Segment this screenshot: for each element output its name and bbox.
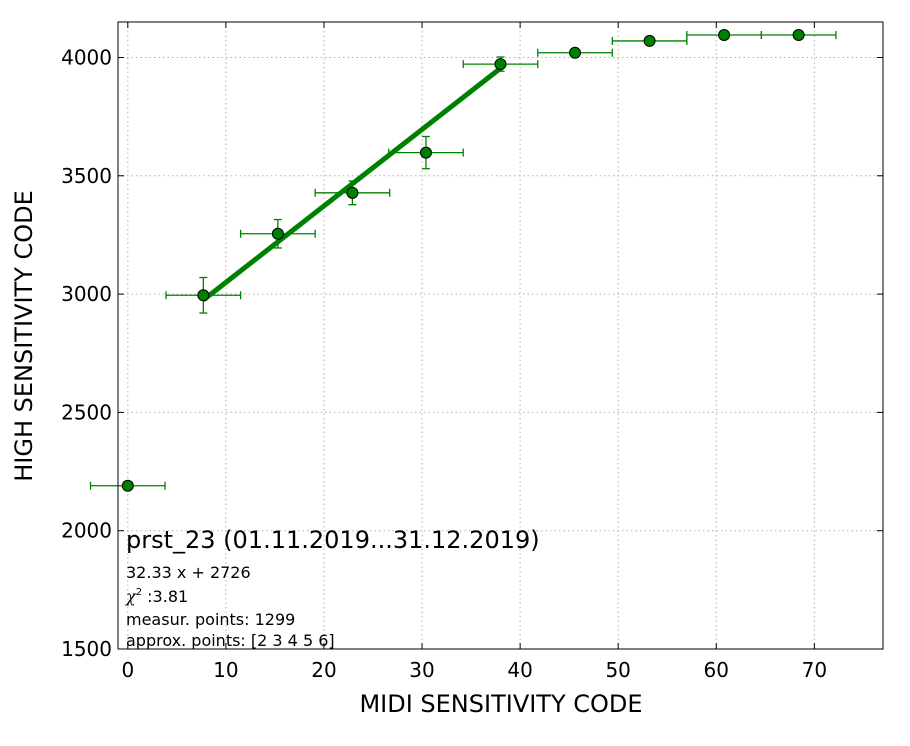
chi-value: :3.81 — [142, 587, 188, 606]
data-point — [121, 479, 134, 492]
ticks — [118, 22, 883, 650]
data-point — [569, 46, 582, 59]
x-tick-label: 0 — [121, 658, 134, 682]
annotation-measur-points: measur. points: 1299 — [126, 610, 295, 629]
y-tick-label: 3000 — [61, 282, 112, 306]
markers — [121, 29, 805, 492]
annotation-approx-points: approx. points: [2 3 4 5 6] — [126, 631, 335, 650]
y-tick-label: 2500 — [61, 400, 112, 424]
data-point — [346, 186, 359, 199]
data-point — [718, 29, 731, 42]
data-point — [643, 34, 656, 47]
tick-labels: 0 10 20 30 40 50 60 70 1500 2000 2500 3000 3500 4000 — [61, 45, 827, 682]
y-tick-label: 3500 — [61, 164, 112, 188]
annotation-title: prst_23 (01.11.2019...31.12.2019) — [126, 526, 540, 554]
plot-frame — [117, 21, 884, 650]
x-tick-label: 70 — [802, 658, 827, 682]
chi-symbol: χ — [125, 587, 137, 606]
y-tick-label: 4000 — [61, 45, 112, 69]
x-tick-label: 30 — [409, 658, 434, 682]
x-tick-label: 60 — [704, 658, 729, 682]
x-tick-label: 50 — [605, 658, 630, 682]
x-tick-label: 40 — [507, 658, 532, 682]
data-point — [494, 58, 507, 71]
y-axis-title: HIGH SENSITIVITY CODE — [10, 190, 38, 482]
data-point — [419, 146, 432, 159]
data-point — [197, 289, 210, 302]
x-axis-title: MIDI SENSITIVITY CODE — [359, 690, 642, 718]
chi-superscript: 2 — [136, 587, 142, 598]
data-point — [271, 227, 284, 240]
y-tick-label: 2000 — [61, 519, 112, 543]
data-point — [792, 29, 805, 42]
x-tick-label: 10 — [213, 658, 238, 682]
y-tick-label: 1500 — [61, 637, 112, 661]
x-tick-label: 20 — [311, 658, 336, 682]
annotation-chi: χ2 :3.81 — [125, 587, 188, 606]
annotation-equation: 32.33 x + 2726 — [126, 563, 251, 582]
